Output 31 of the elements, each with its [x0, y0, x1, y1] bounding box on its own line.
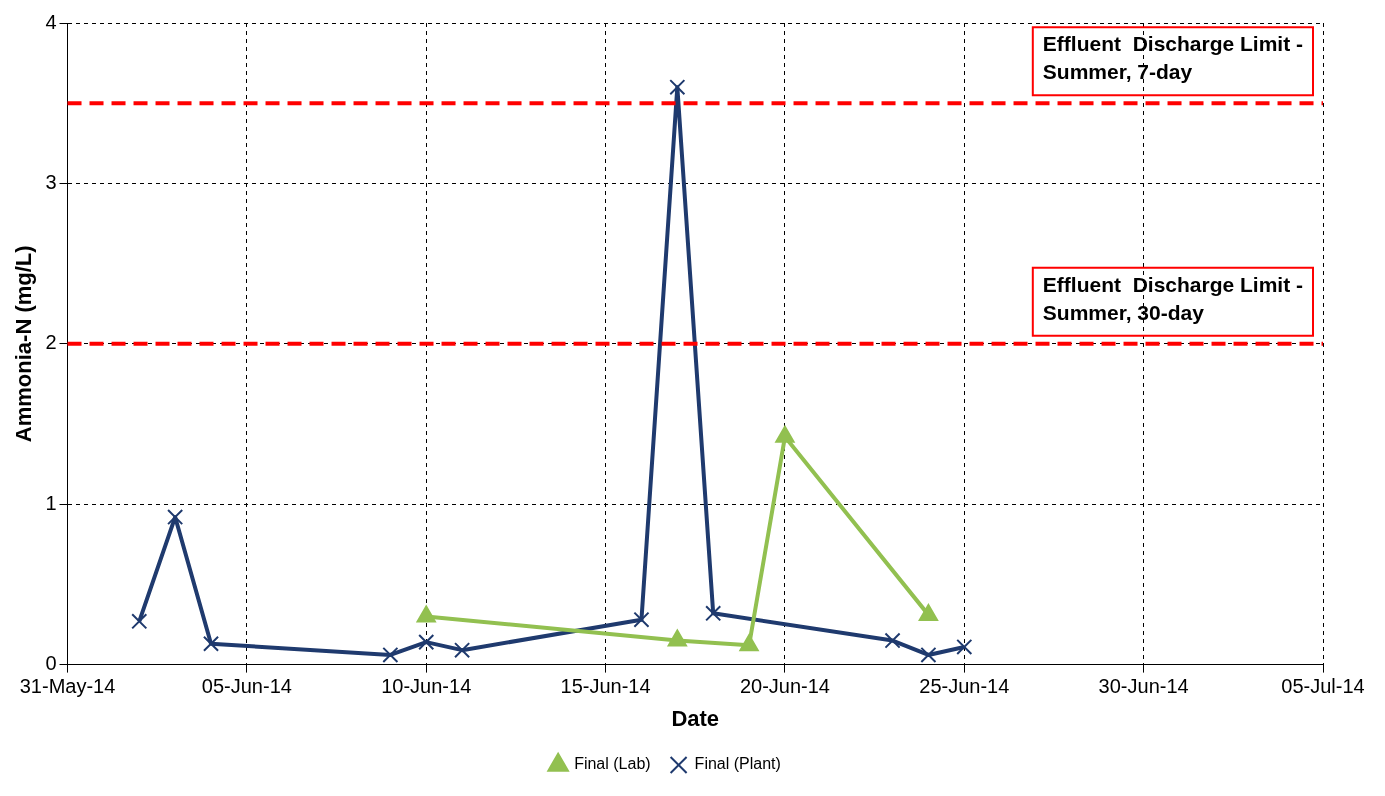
point: [956, 638, 973, 656]
point: [669, 79, 686, 96]
y-tick-label: 4: [45, 10, 57, 33]
y-axis-title: Ammonia-N (mg/L): [11, 245, 37, 443]
point: [633, 611, 650, 628]
point: [705, 605, 722, 622]
x-tick-label: 25-Jun-14: [919, 675, 1010, 698]
x-tick-label: 15-Jun-14: [560, 675, 651, 698]
y-tick-label: 0: [45, 652, 57, 675]
point: [202, 635, 220, 652]
ref-line-label: Effluent Discharge Limit - Summer, 30-day: [1042, 273, 1304, 325]
y-tick-label: 3: [45, 170, 57, 193]
x-tick-label: 20-Jun-14: [739, 675, 830, 698]
x-axis-title: Date: [671, 705, 720, 731]
legend-label: Final (Plant): [694, 755, 781, 773]
x-tick-label: 10-Jun-14: [381, 675, 472, 698]
point: [920, 646, 937, 664]
legend-label: Final (Lab): [574, 755, 651, 773]
x-tick-label: 05-Jul-14: [1281, 675, 1365, 698]
x-tick-label: 31-May-14: [19, 675, 116, 698]
x-tick-label: 05-Jun-14: [201, 675, 292, 698]
point: [418, 634, 435, 651]
point: [167, 508, 184, 526]
point: [131, 613, 148, 630]
point: [454, 642, 471, 659]
y-tick-label: 2: [45, 331, 57, 354]
x-tick-label: 30-Jun-14: [1098, 675, 1189, 698]
point: [382, 646, 399, 664]
ref-line-label: Effluent Discharge Limit - Summer, 7-day: [1042, 32, 1304, 84]
point: [884, 632, 901, 649]
y-tick-label: 1: [45, 491, 57, 514]
